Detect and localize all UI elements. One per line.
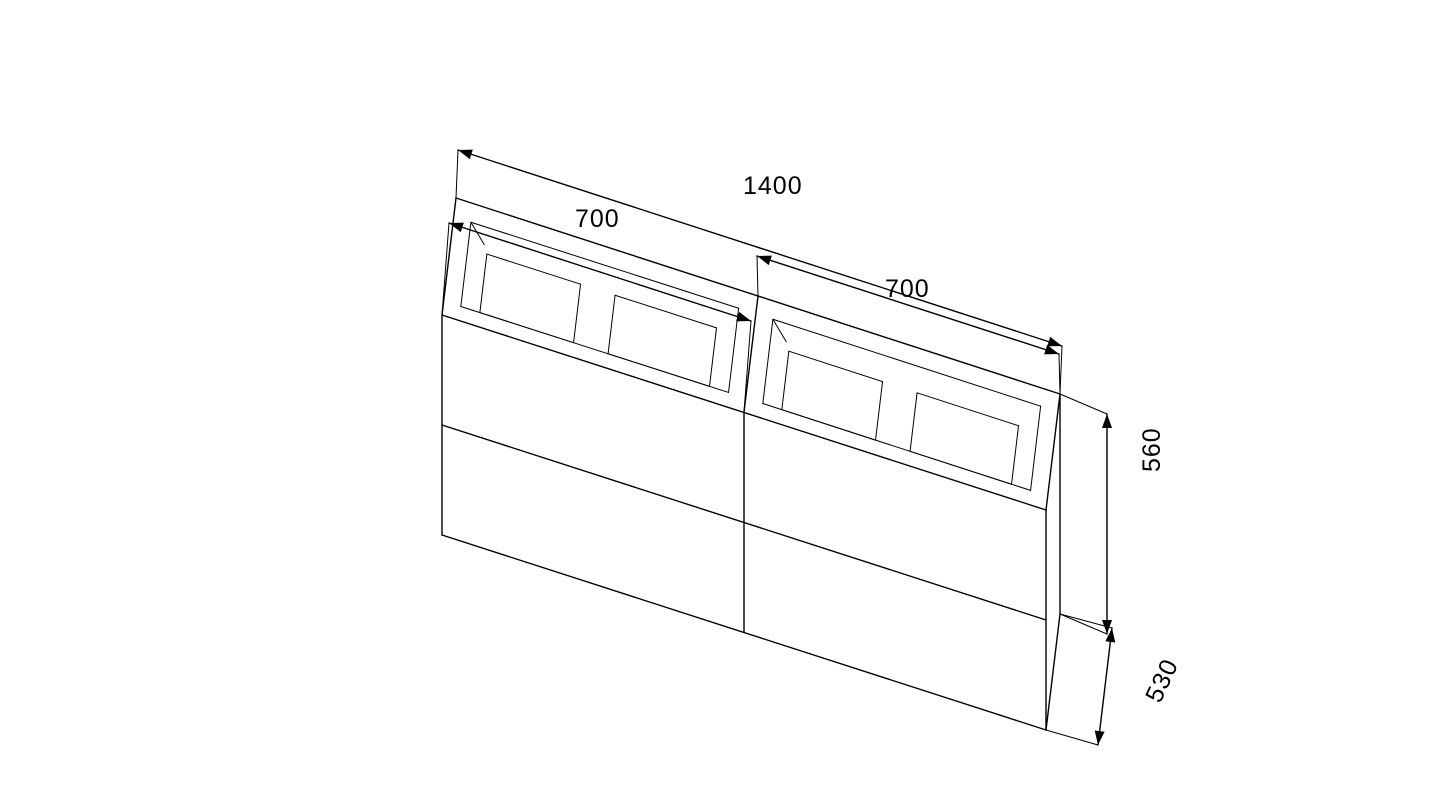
drawing-stage: 1400 700 700 560 530 [0, 0, 1440, 810]
technical-drawing-svg [0, 0, 1440, 810]
dim-total-width: 1400 [743, 172, 803, 201]
dim-half-right: 700 [885, 275, 930, 304]
dim-half-left: 700 [575, 205, 620, 234]
dim-height: 560 [1138, 427, 1167, 472]
